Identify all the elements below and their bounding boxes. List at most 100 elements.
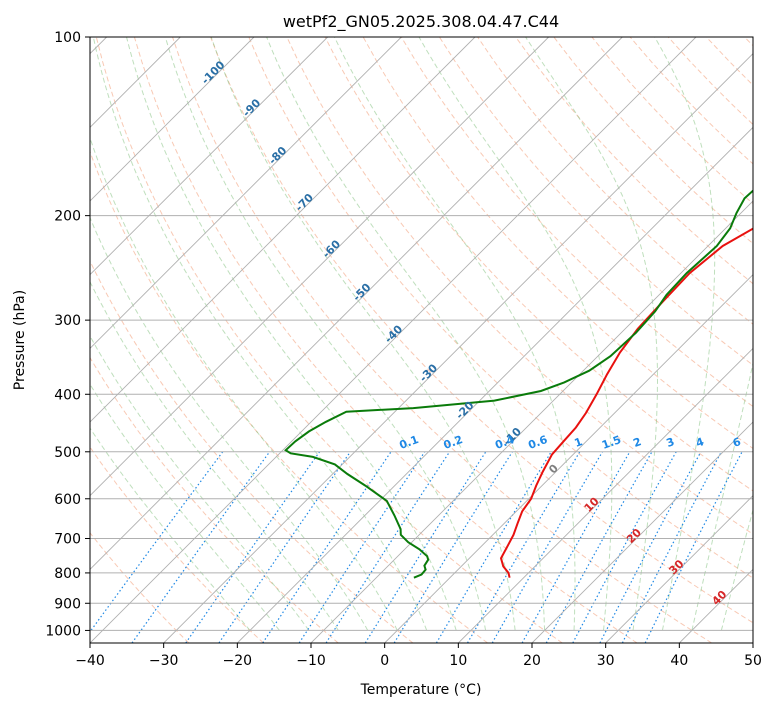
y-tick-label: 800 [54, 566, 81, 582]
temperature-line [499, 227, 753, 578]
mixing-ratio-line [435, 451, 552, 643]
moist-adiabat [90, 335, 310, 631]
isotherm-line [90, 37, 476, 423]
dry-adiabat [515, 37, 753, 285]
dry-adiabat [90, 150, 488, 643]
y-axis-label: Pressure (hPa) [12, 290, 28, 390]
dry-adiabat [438, 37, 753, 366]
dry-adiabat [362, 37, 753, 450]
y-tick-label: 1000 [45, 623, 81, 639]
mixing-ratio-line [545, 451, 653, 643]
moist-adiabat [691, 360, 753, 631]
isotherm-line [90, 37, 328, 276]
background-lines [90, 37, 753, 643]
isotherm-line [310, 200, 753, 643]
chart-title: wetPf2_GN05.2025.308.04.47.C44 [283, 12, 559, 32]
dry-adiabat [133, 37, 638, 643]
dry-adiabat [90, 446, 264, 643]
moist-adiabat [525, 37, 658, 631]
mixing-ratio-label: 6 [731, 435, 743, 450]
isotherm-line [163, 53, 753, 643]
x-tick-label: 40 [670, 653, 688, 669]
moist-adiabat [720, 508, 753, 631]
x-axis: −40 −30 −20 −10 0 10 20 30 40 50 [75, 643, 762, 669]
y-tick-label: 700 [54, 532, 81, 548]
isotherm-line [90, 37, 402, 349]
isotherm-line [90, 37, 549, 497]
x-axis-label: Temperature (°C) [360, 682, 482, 698]
dry-adiabat [172, 37, 712, 643]
moist-adiabat [654, 37, 716, 631]
mixing-ratio-label: 1.5 [600, 433, 623, 452]
moist-adiabat [90, 136, 398, 631]
x-tick-label: 50 [744, 653, 762, 669]
y-tick-label: 200 [54, 209, 81, 225]
moist-adiabat [164, 37, 487, 631]
x-tick-label: 0 [380, 653, 389, 669]
dry-adiabat [95, 37, 563, 643]
dry-adiabat [90, 532, 190, 643]
mixing-ratio-line [90, 451, 224, 633]
dewpoint-line [284, 189, 753, 579]
y-tick-label: 300 [54, 313, 81, 329]
x-tick-label: −40 [75, 653, 105, 669]
mixing-ratio-line [131, 451, 271, 643]
moist-adiabat [418, 37, 613, 631]
moist-adiabat [266, 37, 546, 631]
dry-adiabat [210, 37, 753, 624]
plot-area [90, 37, 753, 643]
moist-adiabat [210, 37, 516, 631]
mixing-ratio-line [521, 451, 631, 643]
mixing-ratio-line [599, 451, 702, 643]
y-tick-label: 500 [54, 445, 81, 461]
isotherm-line [90, 37, 623, 570]
mixing-ratio-line [364, 451, 487, 643]
mixing-ratio-line [325, 451, 451, 643]
y-tick-label: 100 [54, 30, 81, 46]
y-axis: 100 200 300 400 500 600 700 800 900 1000 [45, 30, 90, 639]
dry-adiabat [286, 37, 753, 535]
mixing-ratio-line [298, 451, 426, 643]
mixing-ratio-line [644, 451, 743, 643]
x-tick-label: −10 [296, 653, 326, 669]
mixing-ratio-label: 4 [694, 435, 706, 450]
y-tick-label: 900 [54, 596, 81, 612]
x-tick-label: 20 [523, 653, 541, 669]
plot-frame [89, 36, 754, 644]
mixing-ratio-line [572, 451, 677, 643]
dry-adiabat [90, 356, 339, 643]
y-tick-label: 400 [54, 387, 81, 403]
moist-adiabat [90, 216, 369, 631]
dry-adiabat [248, 37, 753, 579]
mixing-ratio-label: 0.4 [493, 433, 516, 452]
isotherm-line [90, 37, 697, 643]
mixing-ratio-line [262, 451, 392, 643]
mixing-ratio-label: 1 [573, 435, 585, 450]
mixing-ratio-label: 3 [665, 435, 677, 450]
x-tick-label: 30 [597, 653, 615, 669]
mixing-ratio-line [218, 451, 351, 643]
moist-adiabat [90, 280, 339, 631]
moist-adiabat [126, 37, 457, 631]
y-tick-label: 600 [54, 492, 81, 508]
x-tick-label: −30 [149, 653, 179, 669]
mixing-ratio-label: 0.6 [526, 433, 549, 452]
isotherm-line [531, 421, 753, 643]
isotherm-line [384, 274, 753, 643]
mixing-ratio-label: 0.2 [442, 433, 465, 452]
isotherm-line [605, 495, 753, 643]
moist-adiabat [92, 37, 428, 631]
mixing-ratio-label: 2 [631, 435, 643, 450]
x-tick-label: 10 [449, 653, 467, 669]
dry-adiabat [400, 37, 753, 408]
moist-adiabat [333, 37, 576, 631]
isotherm-line [458, 347, 753, 643]
isotherm-line [237, 126, 753, 643]
mixing-ratio-label: 0.1 [398, 433, 421, 452]
isotherm-line [90, 37, 255, 202]
x-tick-label: −20 [223, 653, 253, 669]
dry-adiabat [324, 37, 753, 492]
mixing-ratio-line [185, 451, 321, 643]
series-layer [284, 189, 753, 579]
